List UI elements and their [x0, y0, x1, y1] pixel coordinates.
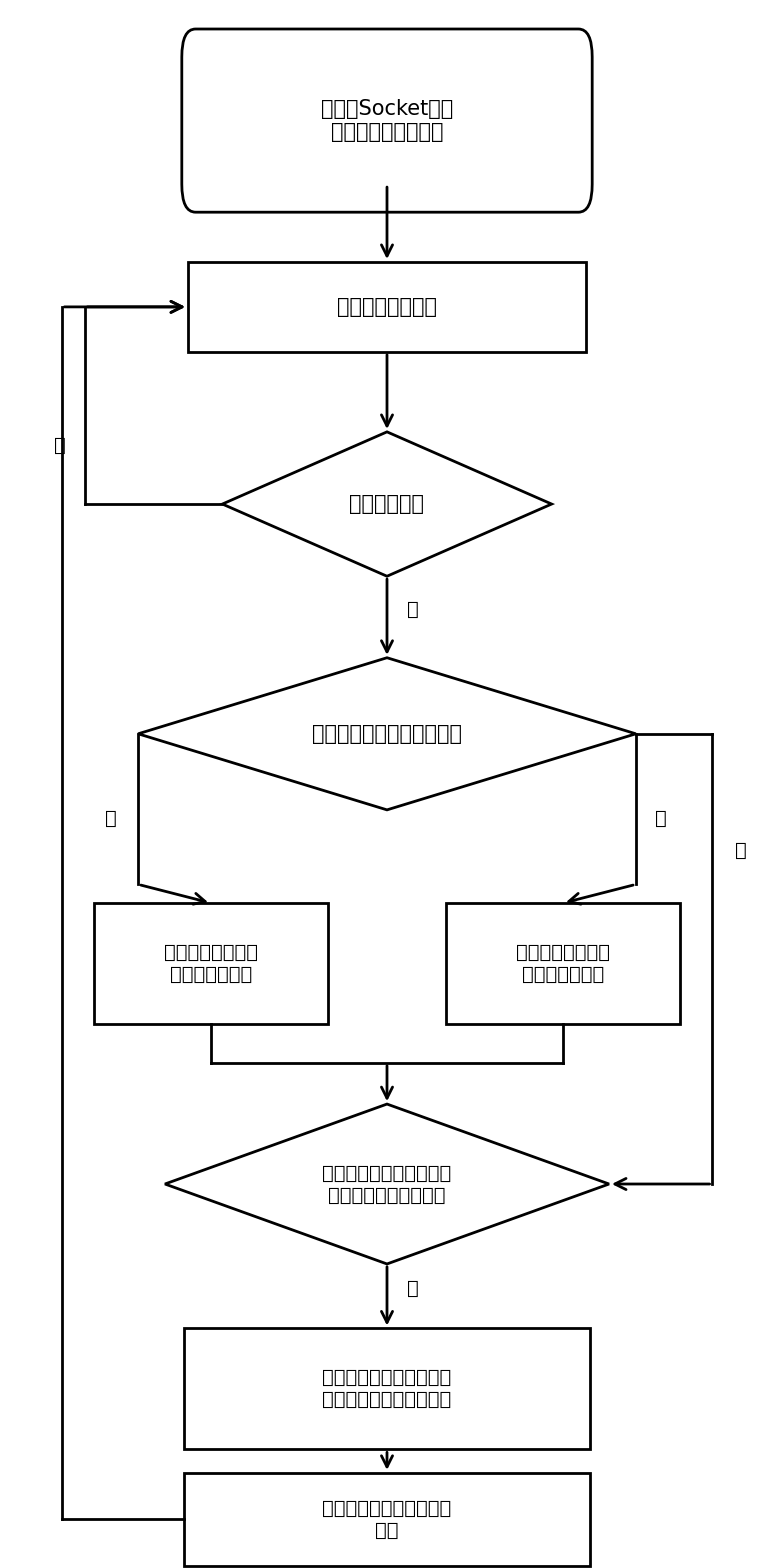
Text: 缓存至多源数据字
典中的振动键中: 缓存至多源数据字 典中的振动键中 — [164, 942, 258, 985]
Bar — [94, 903, 327, 1024]
Text: 分配当前时间为多源数据
包的时间戳，存入数据库: 分配当前时间为多源数据 包的时间戳，存入数据库 — [323, 1369, 451, 1410]
Text: 是: 是 — [407, 599, 419, 619]
Text: 是否来自振动信号采集终端: 是否来自振动信号采集终端 — [312, 724, 462, 743]
Bar — [447, 903, 680, 1024]
Text: 多源数据字典中的振动键
及电流键中是否都有值: 多源数据字典中的振动键 及电流键中是否都有值 — [323, 1163, 451, 1204]
Polygon shape — [222, 431, 552, 575]
Polygon shape — [165, 1104, 609, 1264]
Text: 否: 否 — [53, 436, 66, 455]
Bar — [184, 1472, 590, 1566]
Text: 否: 否 — [655, 809, 666, 828]
Text: 监听数据接收端口: 监听数据接收端口 — [337, 296, 437, 317]
Text: 是: 是 — [407, 1279, 419, 1298]
Text: 缓存至多源数据字
典中的电流键中: 缓存至多源数据字 典中的电流键中 — [516, 942, 610, 985]
Text: 是: 是 — [105, 809, 117, 828]
Text: 初始化Socket服务
初始化多源数据字典: 初始化Socket服务 初始化多源数据字典 — [321, 99, 453, 143]
Polygon shape — [138, 657, 636, 811]
Text: 否: 否 — [735, 840, 747, 859]
FancyBboxPatch shape — [182, 28, 592, 212]
Bar — [188, 262, 586, 351]
Bar — [184, 1328, 590, 1449]
Text: 清空多源数据字典中的所
有值: 清空多源数据字典中的所 有值 — [323, 1499, 451, 1540]
Text: 是否收到数据: 是否收到数据 — [350, 494, 424, 514]
